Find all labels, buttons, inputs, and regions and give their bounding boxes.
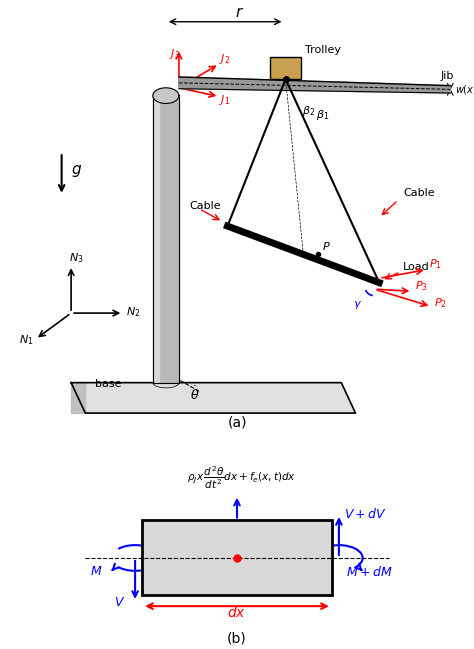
Text: $r$: $r$ <box>235 5 244 20</box>
Bar <box>270 57 301 79</box>
Text: (a): (a) <box>227 415 247 429</box>
Text: $J_3$: $J_3$ <box>169 47 180 62</box>
Text: Cable: Cable <box>190 201 221 211</box>
Text: $P_1$: $P_1$ <box>429 258 442 271</box>
Text: $\dot{\theta}$: $\dot{\theta}$ <box>190 386 199 403</box>
Text: $N_2$: $N_2$ <box>126 305 140 319</box>
Text: $J_2$: $J_2$ <box>219 52 230 66</box>
Text: $P_2$: $P_2$ <box>434 297 447 310</box>
Text: $w(x,t)$: $w(x,t)$ <box>455 83 474 96</box>
Text: $J_1$: $J_1$ <box>219 93 230 107</box>
Text: $\beta_2$: $\beta_2$ <box>302 104 315 118</box>
Text: Cable: Cable <box>403 188 435 198</box>
Text: $\rho_J x\,\dfrac{d^2\theta}{dt^2}dx + f_e(x,t)dx$: $\rho_J x\,\dfrac{d^2\theta}{dt^2}dx + f… <box>187 463 296 491</box>
Text: $M+dM$: $M+dM$ <box>346 565 392 579</box>
Polygon shape <box>71 383 85 413</box>
Text: $\gamma$: $\gamma$ <box>353 299 362 311</box>
Text: $M$: $M$ <box>90 565 102 578</box>
Polygon shape <box>153 88 179 103</box>
Text: Load: Load <box>403 262 429 271</box>
Text: Trolley: Trolley <box>305 45 340 55</box>
Text: base: base <box>95 379 121 389</box>
Text: $N_3$: $N_3$ <box>69 251 83 265</box>
Polygon shape <box>153 95 179 383</box>
Text: Jib: Jib <box>441 71 454 81</box>
Text: $g$: $g$ <box>71 163 82 179</box>
Text: $V+dV$: $V+dV$ <box>344 508 387 521</box>
Text: $V$: $V$ <box>114 596 125 609</box>
Text: (b): (b) <box>227 631 247 646</box>
Text: $N_1$: $N_1$ <box>19 334 34 347</box>
Polygon shape <box>179 77 450 93</box>
Text: $dx$: $dx$ <box>228 605 246 620</box>
Text: $P_3$: $P_3$ <box>415 279 428 293</box>
Bar <box>142 520 332 596</box>
Polygon shape <box>153 95 158 383</box>
Text: $\beta_1$: $\beta_1$ <box>317 108 330 122</box>
Text: $P$: $P$ <box>322 240 331 252</box>
Polygon shape <box>71 383 356 413</box>
